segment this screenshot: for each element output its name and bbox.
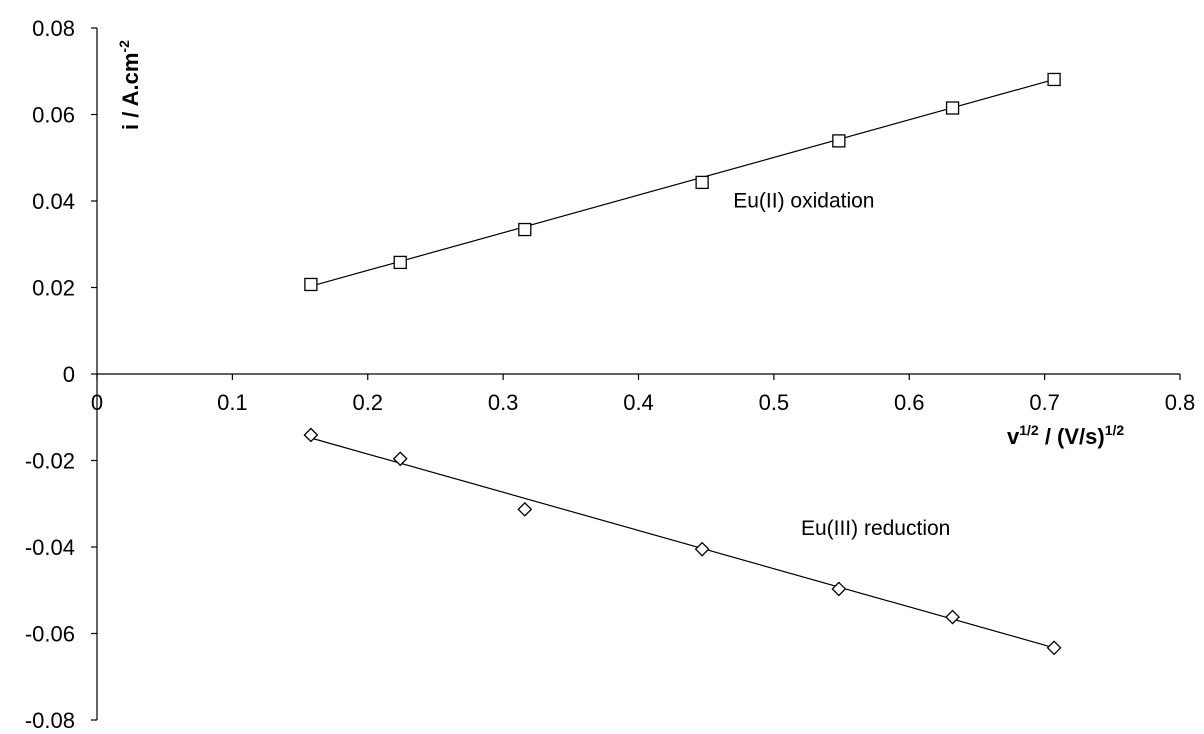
square-marker xyxy=(945,101,960,115)
diamond-marker xyxy=(392,451,408,467)
x-axis-title: v1/2 / (V/s)1/2 xyxy=(1007,422,1124,449)
diamond-marker xyxy=(945,609,960,625)
y-tick-label: 0.08 xyxy=(32,16,75,41)
diamond-marker xyxy=(831,581,847,597)
x-tick-label: 0.8 xyxy=(1165,390,1196,415)
y-tick-label: 0.04 xyxy=(32,189,75,214)
diamond-marker xyxy=(303,427,319,443)
series-annotation: Eu(II) oxidation xyxy=(733,189,874,212)
square-marker xyxy=(518,222,532,237)
data-points xyxy=(303,72,1062,656)
square-marker xyxy=(304,277,318,292)
diamond-marker xyxy=(1046,640,1062,656)
x-tick-label: 0.3 xyxy=(488,390,519,415)
x-tick-label: 0.4 xyxy=(623,390,654,415)
y-tick-label: 0.06 xyxy=(32,103,75,128)
square-marker xyxy=(393,255,407,270)
x-tick-label: 0.2 xyxy=(352,390,383,415)
x-tick-label: 0 xyxy=(91,390,103,415)
diamond-marker xyxy=(694,541,710,557)
y-tick-label: -0.04 xyxy=(25,535,75,560)
trendline xyxy=(310,78,1055,287)
y-tick-label: -0.08 xyxy=(25,708,75,733)
x-tick-label: 0.6 xyxy=(894,390,925,415)
square-marker xyxy=(695,175,709,190)
y-tick-label: -0.06 xyxy=(25,622,75,647)
annotations: Eu(II) oxidation Eu(III) reduction xyxy=(733,189,950,539)
series-annotation: Eu(III) reduction xyxy=(801,517,950,540)
square-marker xyxy=(1047,72,1061,87)
y-axis-ticks: 0.08 0.06 0.04 0.02 0 -0.02 -0.04 -0.06 -0.08 xyxy=(25,16,97,733)
x-tick-label: 0.5 xyxy=(759,390,790,415)
trendline xyxy=(310,437,1055,649)
y-tick-label: 0.02 xyxy=(32,276,75,301)
x-tick-label: 0.7 xyxy=(1029,390,1060,415)
square-marker xyxy=(832,134,846,148)
y-tick-label: -0.02 xyxy=(25,449,75,474)
x-axis-ticks: 0 0.1 0.2 0.3 0.4 0.5 0.6 0.7 0.8 xyxy=(91,374,1195,415)
y-tick-label: 0 xyxy=(63,362,75,387)
x-tick-label: 0.1 xyxy=(217,390,248,415)
y-axis-title: i / A.cm-2 xyxy=(116,40,143,130)
diamond-marker xyxy=(517,501,533,517)
trendlines xyxy=(310,78,1055,649)
